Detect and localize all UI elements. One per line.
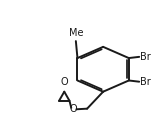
Text: O: O: [60, 78, 68, 87]
Text: O: O: [70, 104, 77, 114]
Text: Br: Br: [140, 52, 151, 62]
Text: Br: Br: [140, 77, 151, 87]
Text: Me: Me: [69, 28, 83, 38]
